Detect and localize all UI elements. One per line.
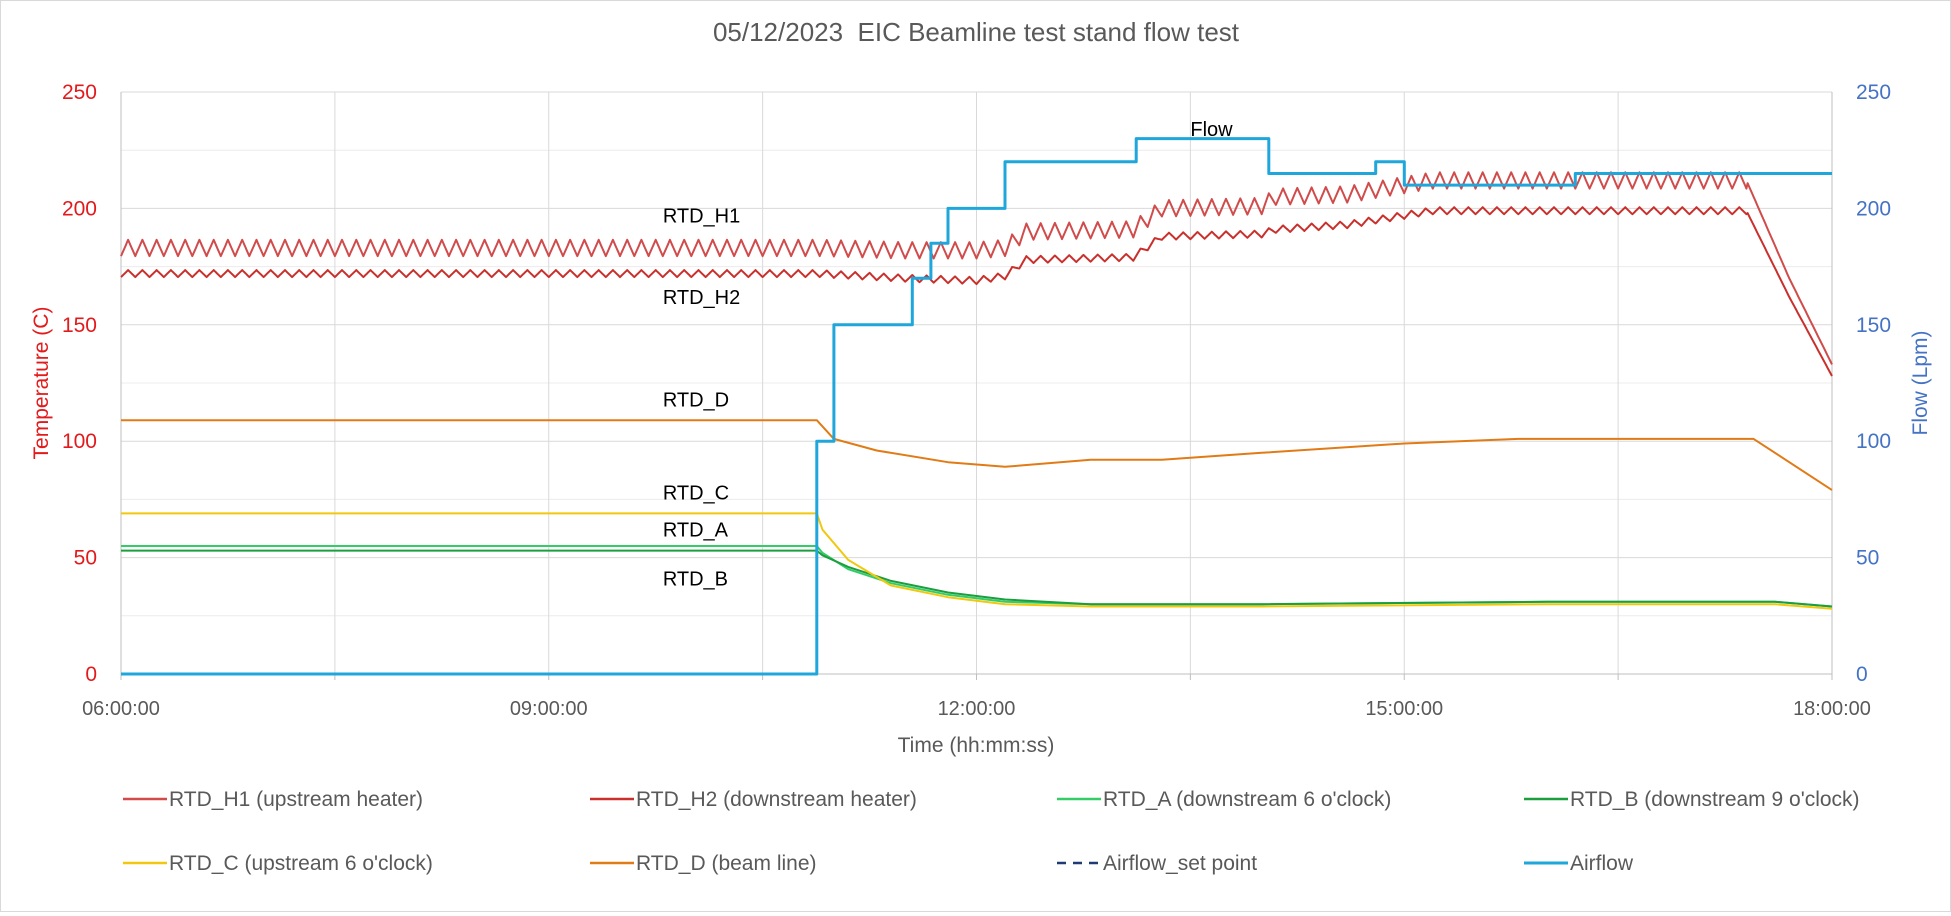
series-line-rtd-c-upstream-6-o-clock: [121, 512, 1833, 610]
legend-label: RTD_H1 (upstream heater): [169, 788, 423, 811]
y-tick-label-left: 50: [74, 547, 97, 570]
x-axis-title: Time (hh:mm:ss): [898, 734, 1055, 757]
annotation-rtd-h2: RTD_H2: [663, 287, 740, 309]
annotation-flow: Flow: [1190, 119, 1233, 141]
series-line-rtd-h1-upstream-heater: [120, 171, 1833, 365]
legend-label: RTD_C (upstream 6 o'clock): [169, 852, 433, 875]
series-line-airflow: [121, 137, 1832, 676]
x-tick-label: 12:00:00: [938, 698, 1016, 720]
annotation-rtd-a: RTD_A: [663, 520, 729, 542]
y-tick-label-right: 250: [1856, 81, 1891, 104]
legend-entry: RTD_D (beam line): [590, 852, 817, 875]
axes: 06:00:00 09:00:00 12:00:00 15:00:00 18:00:00…: [62, 81, 1891, 720]
annotation-rtd-c: RTD_C: [663, 482, 729, 504]
y-tick-label-right: 50: [1856, 547, 1879, 570]
series-line-rtd-h2-downstream-heater: [120, 206, 1833, 377]
series-line-rtd-b-downstream-9-o-clock: [121, 549, 1833, 608]
y-tick-label-left: 250: [62, 81, 97, 104]
legend-label: Airflow_set point: [1103, 852, 1257, 875]
x-tick-label: 18:00:00: [1793, 698, 1871, 720]
annotation-rtd-b: RTD_B: [663, 569, 728, 591]
y-axis-title-right: Flow (Lpm): [1909, 330, 1932, 435]
y-tick-label-right: 100: [1856, 430, 1891, 453]
legend-entry: RTD_B (downstream 9 o'clock): [1524, 788, 1860, 811]
legend-label: Airflow: [1570, 852, 1634, 875]
y-tick-label-left: 200: [62, 197, 97, 220]
legend-entry: Airflow_set point: [1057, 852, 1257, 875]
x-tick-label: 15:00:00: [1365, 698, 1443, 720]
y-tick-label-left: 150: [62, 314, 97, 337]
y-axis-title-left: Temperature (C): [30, 307, 53, 460]
legend-entry: RTD_H2 (downstream heater): [590, 788, 917, 811]
series-lines: [120, 137, 1833, 676]
x-tick-label: 06:00:00: [82, 698, 160, 720]
legend-entry: RTD_C (upstream 6 o'clock): [123, 852, 433, 875]
legend-label: RTD_D (beam line): [636, 852, 817, 875]
chart-title: 05/12/2023 EIC Beamline test stand flow …: [713, 17, 1240, 47]
legend-label: RTD_B (downstream 9 o'clock): [1570, 788, 1860, 811]
annotation-rtd-d: RTD_D: [663, 389, 729, 411]
y-tick-label-right: 200: [1856, 197, 1891, 220]
y-tick-label-right: 0: [1856, 663, 1868, 686]
annotation-rtd-h1: RTD_H1: [663, 205, 740, 227]
x-tick-label: 09:00:00: [510, 698, 588, 720]
y-tick-label-left: 0: [85, 663, 97, 686]
legend-label: RTD_H2 (downstream heater): [636, 788, 917, 811]
y-tick-label-right: 150: [1856, 314, 1891, 337]
legend-entry: RTD_A (downstream 6 o'clock): [1057, 788, 1391, 811]
legend-entry: RTD_H1 (upstream heater): [123, 788, 423, 811]
legend-entry: Airflow: [1524, 852, 1634, 875]
legend-label: RTD_A (downstream 6 o'clock): [1103, 788, 1391, 811]
legend: RTD_H1 (upstream heater) RTD_H2 (downstre…: [123, 788, 1860, 875]
y-tick-label-left: 100: [62, 430, 97, 453]
series-annotations: Flow RTD_H1 RTD_H2 RTD_D RTD_C RTD_A RTD_B: [663, 119, 1233, 590]
